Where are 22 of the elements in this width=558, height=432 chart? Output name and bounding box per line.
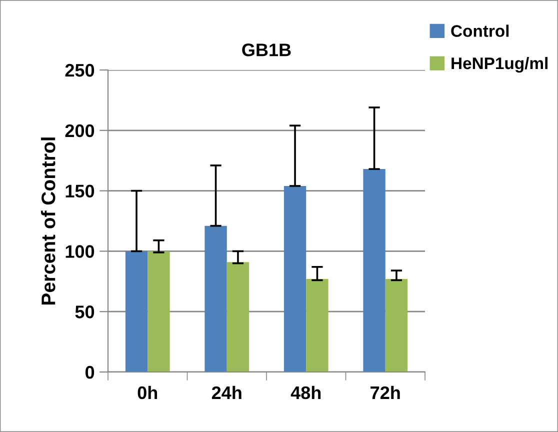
bar (226, 262, 250, 372)
x-tick-label: 48h (290, 386, 321, 400)
bar (148, 251, 170, 372)
legend-label: Control (451, 24, 509, 37)
y-tick-label: 200 (65, 124, 94, 138)
y-axis-title: Percent of Control (41, 138, 56, 304)
chart-title: GB1B (242, 44, 291, 56)
bar (204, 226, 227, 372)
bar (385, 278, 408, 372)
x-tick-label: 72h (370, 386, 400, 399)
bar (284, 186, 306, 372)
bar (306, 278, 328, 372)
y-tick-label: 0 (85, 366, 94, 379)
x-tick-label: 0h (138, 386, 158, 400)
bar (363, 169, 386, 372)
y-tick-label: 100 (66, 245, 94, 258)
y-tick-label: 250 (65, 64, 94, 77)
x-tick-label: 24h (212, 386, 242, 399)
y-tick-label: 50 (75, 306, 94, 318)
bar (125, 251, 148, 372)
y-tick-label: 150 (66, 184, 94, 198)
legend-label: HeNP1ug/ml (452, 56, 548, 73)
